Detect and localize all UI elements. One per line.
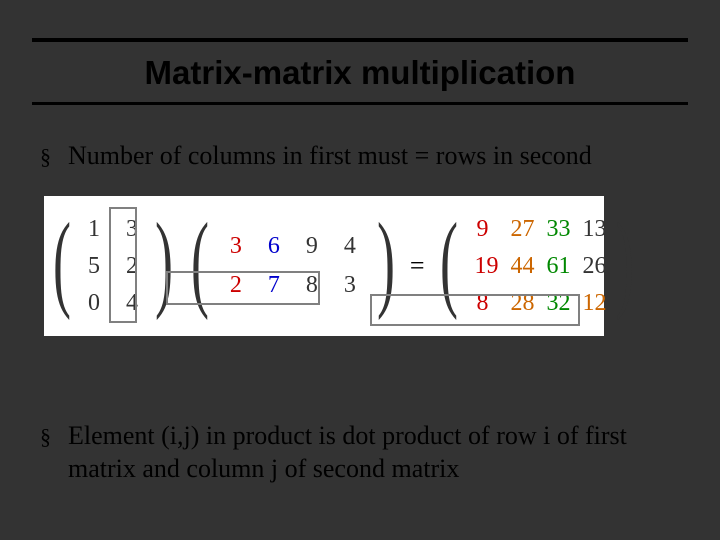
matrix-cell: 2	[228, 272, 244, 299]
matrix-cell: 1	[86, 216, 102, 243]
matrix-cell: 19	[475, 253, 491, 280]
matrix-cell: 3	[228, 233, 244, 260]
matrix-cell: 5	[86, 253, 102, 280]
bullet-item: § Number of columns in first must = rows…	[40, 140, 680, 173]
equation-area: ( 135204 ) ( 36942783 ) = ( 927331319446…	[44, 196, 604, 336]
matrix-C: 9 27 33 13 19 44 61 26 8 28 32 12	[475, 216, 599, 317]
matrix-A: 135204	[86, 216, 140, 317]
matrix-cell: 12	[583, 290, 599, 317]
matrix-cell: 13	[583, 216, 599, 243]
matrix-cell: 33	[547, 216, 563, 243]
matrix-cell: 61	[547, 253, 563, 280]
matrix-cell: 32	[547, 290, 563, 317]
paren-right-A: )	[155, 213, 173, 310]
matrix-cell: 3	[342, 272, 358, 299]
divider-bottom	[32, 102, 688, 105]
matrix-cell: 26	[583, 253, 599, 280]
matrix-cell: 9	[475, 216, 491, 243]
paren-right-C: )	[616, 213, 634, 310]
bullet-text: Element (i,j) in product is dot product …	[68, 420, 680, 485]
matrix-cell: 8	[475, 290, 491, 317]
matrix-cell: 0	[86, 290, 102, 317]
slide-title: Matrix-matrix multiplication	[0, 54, 720, 92]
bullet-marker-icon: §	[40, 140, 68, 171]
matrix-cell: 3	[124, 216, 140, 243]
matrix-cell: 44	[511, 253, 527, 280]
matrix-B: 36942783	[228, 233, 358, 299]
bullet-2-wrap: § Element (i,j) in product is dot produc…	[40, 420, 680, 503]
matrix-cell: 2	[124, 253, 140, 280]
divider-top	[32, 38, 688, 42]
matrix-cell: 9	[304, 233, 320, 260]
paren-left-A: (	[53, 213, 71, 310]
equals-sign: =	[410, 251, 425, 281]
matrix-cell: 28	[511, 290, 527, 317]
paren-left-B: (	[191, 213, 209, 310]
matrix-cell: 8	[304, 272, 320, 299]
bullet-1-wrap: § Number of columns in first must = rows…	[40, 140, 680, 191]
matrix-cell: 6	[266, 233, 282, 260]
bullet-marker-icon: §	[40, 420, 68, 451]
bullet-item: § Element (i,j) in product is dot produc…	[40, 420, 680, 485]
paren-left-C: (	[440, 213, 458, 310]
matrix-cell: 4	[342, 233, 358, 260]
matrix-cell: 27	[511, 216, 527, 243]
matrix-cell: 7	[266, 272, 282, 299]
matrix-cell: 4	[124, 290, 140, 317]
equation-row: ( 135204 ) ( 36942783 ) = ( 927331319446…	[44, 196, 604, 336]
bullet-text: Number of columns in first must = rows i…	[68, 140, 592, 173]
paren-right-B: )	[377, 213, 395, 310]
